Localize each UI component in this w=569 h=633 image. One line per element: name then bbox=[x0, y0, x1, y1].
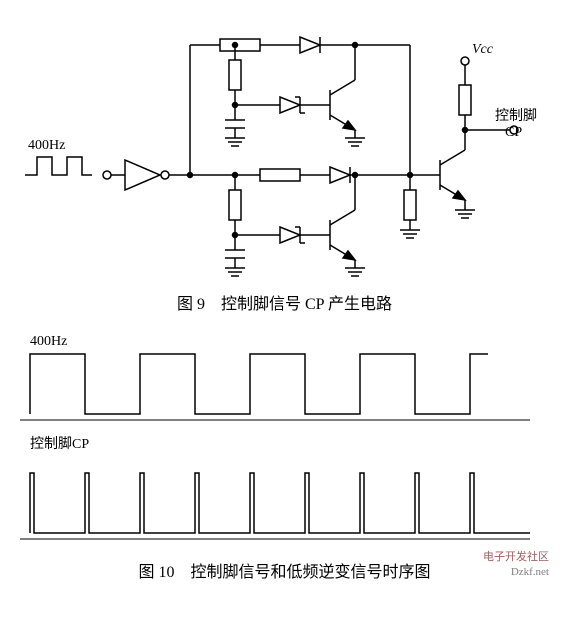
figure-10-container: 400Hz 控制脚CP 图 10 控制脚信号和低频逆变信号时序图 电子开发社区 … bbox=[10, 334, 559, 582]
figure-10-caption: 图 10 控制脚信号和低频逆变信号时序图 bbox=[10, 558, 559, 582]
figure-9-container: 400Hz Vcc 控制脚 CP 图 9 控制脚信号 CP 产生电路 bbox=[10, 10, 559, 314]
pulse-wave-plot bbox=[10, 453, 559, 548]
cp-wave-label: 控制脚CP bbox=[30, 433, 569, 453]
vcc-label: Vcc bbox=[472, 42, 493, 58]
watermark-2: Dzkf.net bbox=[511, 566, 549, 578]
cp-cn-label: 控制脚 bbox=[495, 105, 537, 125]
figure-9-caption: 图 9 控制脚信号 CP 产生电路 bbox=[10, 290, 559, 314]
watermark-1: 电子开发社区 bbox=[483, 548, 549, 564]
square-wave-plot bbox=[10, 334, 559, 429]
sq-wave-label: 400Hz bbox=[30, 334, 67, 350]
input-freq-label: 400Hz bbox=[28, 138, 65, 154]
cp-en-label: CP bbox=[505, 125, 522, 141]
